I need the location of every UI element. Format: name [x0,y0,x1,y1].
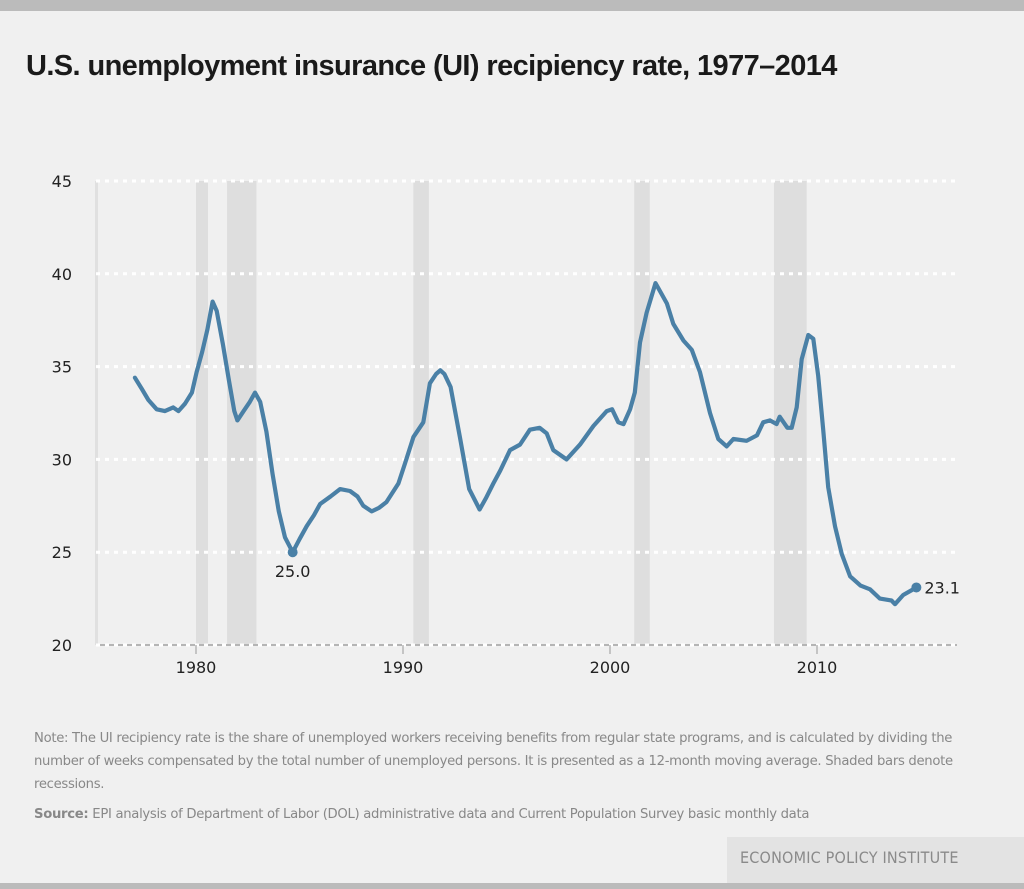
y-tick-label-20: 20 [52,636,72,655]
x-tick-label-2010: 2010 [797,658,838,677]
top-band [0,0,1024,11]
annotation-label-1: 25.0 [275,562,311,581]
bottom-band [0,883,1024,889]
recession-bar-5 [773,181,807,645]
y-tick-label-35: 35 [52,358,72,377]
chart-title: U.S. unemployment insurance (UI) recipie… [26,50,837,82]
y-tick-label-40: 40 [52,265,72,284]
recession-bar-1 [196,181,209,645]
y-axis-ticks: 20 25 30 35 40 45 [52,172,72,655]
x-tick-label-1980: 1980 [176,658,217,677]
annotation-label-2: 23.1 [924,578,960,597]
annotations: 25.0 23.1 [275,547,960,597]
chart-note: Note: The UI recipiency rate is the shar… [34,731,953,792]
source-label: Source: [34,807,89,822]
series-line-ui-recipiency-rate [132,281,919,607]
recession-bar-3 [413,181,429,645]
chart-source: Source: EPI analysis of Department of La… [34,804,994,826]
y-tick-label-25: 25 [52,543,72,562]
recession-bar-4 [634,181,650,645]
x-axis-ticks: 1980 1990 2000 2010 [176,645,838,677]
annotation-point-2 [911,582,922,593]
x-tick-label-2000: 2000 [590,658,631,677]
y-tick-label-30: 30 [52,450,72,469]
brand-box: ECONOMIC POLICY INSTITUTE [727,837,1024,883]
brand-logo-text: ECONOMIC POLICY INSTITUTE [740,848,959,867]
gridlines [96,179,957,647]
y-axis-line [95,181,98,645]
x-tick-label-1990: 1990 [383,658,424,677]
recession-bars [196,181,807,645]
y-tick-label-45: 45 [52,172,72,191]
line-chart: 20 25 30 35 40 45 1980 1990 2000 2010 25.0 23.1 [52,172,960,677]
annotation-point-1 [287,547,298,558]
source-text: EPI analysis of Department of Labor (DOL… [88,807,810,822]
